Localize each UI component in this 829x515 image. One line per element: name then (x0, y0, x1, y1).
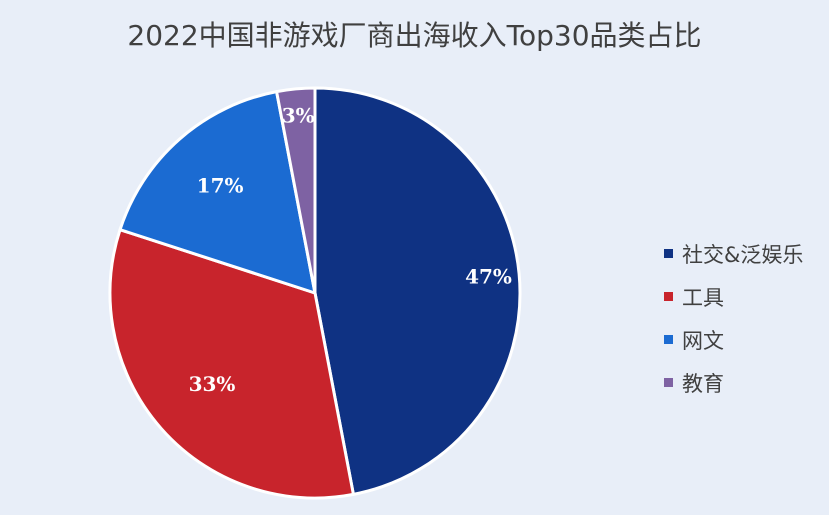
legend-label: 网文 (682, 328, 724, 353)
legend-item-tools: 工具 (664, 275, 803, 318)
legend-item-social: 社交&泛娱乐 (664, 232, 803, 275)
chart-title: 2022中国非游戏厂商出海收入Top30品类占比 (127, 19, 702, 52)
legend-label: 工具 (682, 285, 724, 310)
legend-item-education: 教育 (664, 361, 803, 404)
pie-slice-tools (108, 228, 355, 500)
legend-label: 社交&泛娱乐 (682, 242, 804, 267)
legend-swatch (664, 335, 673, 344)
data-label-education: 3% (282, 103, 315, 127)
pie-slice-webnovel (118, 90, 317, 295)
data-label-social: 47% (465, 265, 512, 289)
pie-slice-social (313, 86, 522, 496)
data-label-webnovel: 17% (197, 173, 244, 197)
legend-swatch (664, 292, 673, 301)
legend-label: 教育 (682, 371, 724, 396)
pie-slice-education (275, 86, 317, 295)
chart-legend: 社交&泛娱乐 工具 网文 教育 (664, 232, 803, 404)
legend-swatch (664, 249, 673, 258)
data-label-tools: 33% (189, 372, 236, 396)
legend-item-webnovel: 网文 (664, 318, 803, 361)
legend-swatch (664, 378, 673, 387)
